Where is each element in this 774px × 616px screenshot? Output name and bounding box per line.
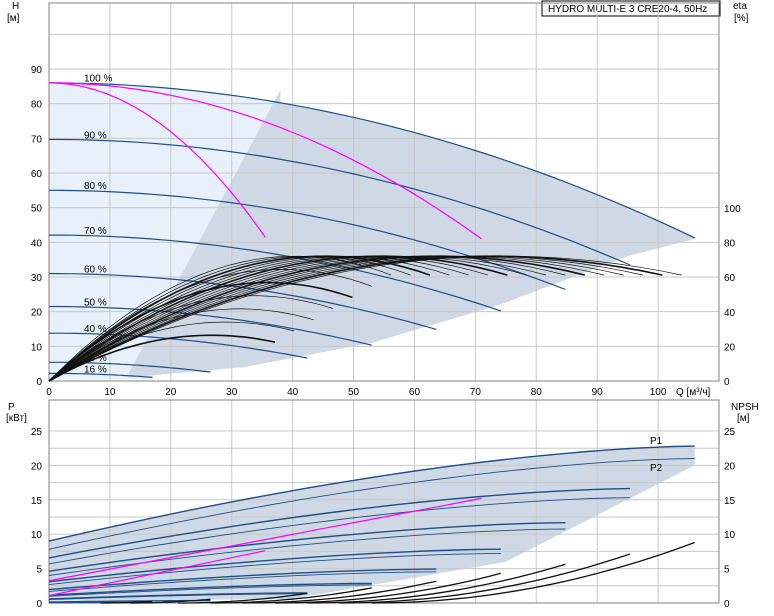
chart-title: HYDRO MULTI-E 3 CRE20-4, 50Hz [548, 4, 707, 15]
x-tick-label: 70 [470, 387, 482, 398]
power-chart: 0 5 10 15 20 25 0 5 10 15 20 25 P1 P2 [31, 400, 736, 610]
speed-label: 50 % [84, 297, 107, 308]
npsh-tick-label: 15 [724, 496, 736, 507]
y-left-tick-label: 50 [31, 204, 43, 215]
y-right-tick-label: 40 [724, 308, 736, 319]
x-axis-label: Q [м³/ч] [676, 387, 711, 398]
y-left-tick-label: 60 [31, 169, 43, 180]
p-tick-label: 0 [36, 599, 42, 610]
y-left-unit-bottom: [кВт] [6, 413, 27, 424]
y-right-unit-top: [%] [734, 13, 749, 24]
y-left-unit-top: [м] [7, 13, 20, 24]
y-left-tick-label: 20 [31, 308, 43, 319]
series-label-p1: P1 [650, 436, 663, 447]
speed-label: 90 % [84, 130, 107, 141]
series-label-p2: P2 [650, 463, 663, 474]
y-left-tick-label: 40 [31, 238, 43, 249]
npsh-tick-label: 5 [724, 565, 730, 576]
p-tick-label: 20 [31, 461, 43, 472]
npsh-tick-label: 0 [724, 599, 730, 610]
y-right-tick-label: 80 [724, 239, 736, 250]
x-tick-label: 10 [104, 387, 116, 398]
y-right-tick-label: 20 [724, 342, 736, 353]
speed-label: 70 % [84, 226, 107, 237]
npsh-tick-label: 25 [724, 427, 736, 438]
p-tick-label: 5 [36, 565, 42, 576]
speed-label: 40 % [84, 324, 107, 335]
y-right-label-bottom: NPSH [731, 402, 759, 413]
speed-label: 16 % [84, 364, 107, 375]
y-right-tick-label: 100 [724, 204, 741, 215]
x-tick-label: 50 [348, 387, 360, 398]
x-tick-label: 30 [226, 387, 238, 398]
y-left-tick-label: 90 [31, 65, 43, 76]
y-left-label-top: H [12, 1, 19, 12]
y-left-tick-label: 10 [31, 342, 43, 353]
power-area [49, 446, 695, 601]
y-left-tick-label: 70 [31, 134, 43, 145]
x-tick-label: 40 [287, 387, 299, 398]
y-left-tick-label: 30 [31, 273, 43, 284]
x-tick-label: 60 [409, 387, 421, 398]
npsh-tick-label: 10 [724, 530, 736, 541]
speed-label: 100 % [84, 74, 112, 85]
x-tick-label: 80 [531, 387, 543, 398]
speed-label: 80 % [84, 181, 107, 192]
p-tick-label: 10 [31, 530, 43, 541]
p-tick-label: 25 [31, 427, 43, 438]
x-tick-label: 100 [650, 387, 667, 398]
head-chart: 0 10 20 30 40 50 60 70 80 90 100 0 10 20 30 40 50 60 70 80 9… [31, 3, 741, 398]
y-right-label-top: eta [733, 1, 747, 12]
x-tick-label: 0 [46, 387, 52, 398]
y-left-tick-label: 80 [31, 100, 43, 111]
y-right-tick-label: 0 [724, 377, 730, 388]
y-right-tick-label: 60 [724, 273, 736, 284]
y-left-label-bottom: P [8, 402, 15, 413]
y-right-unit-bottom: [м] [737, 413, 750, 424]
npsh-tick-label: 20 [724, 461, 736, 472]
speed-label: 60 % [84, 264, 107, 275]
x-tick-label: 90 [592, 387, 604, 398]
y-left-tick-label: 0 [36, 377, 42, 388]
p-tick-label: 15 [31, 496, 43, 507]
x-tick-label: 20 [165, 387, 177, 398]
